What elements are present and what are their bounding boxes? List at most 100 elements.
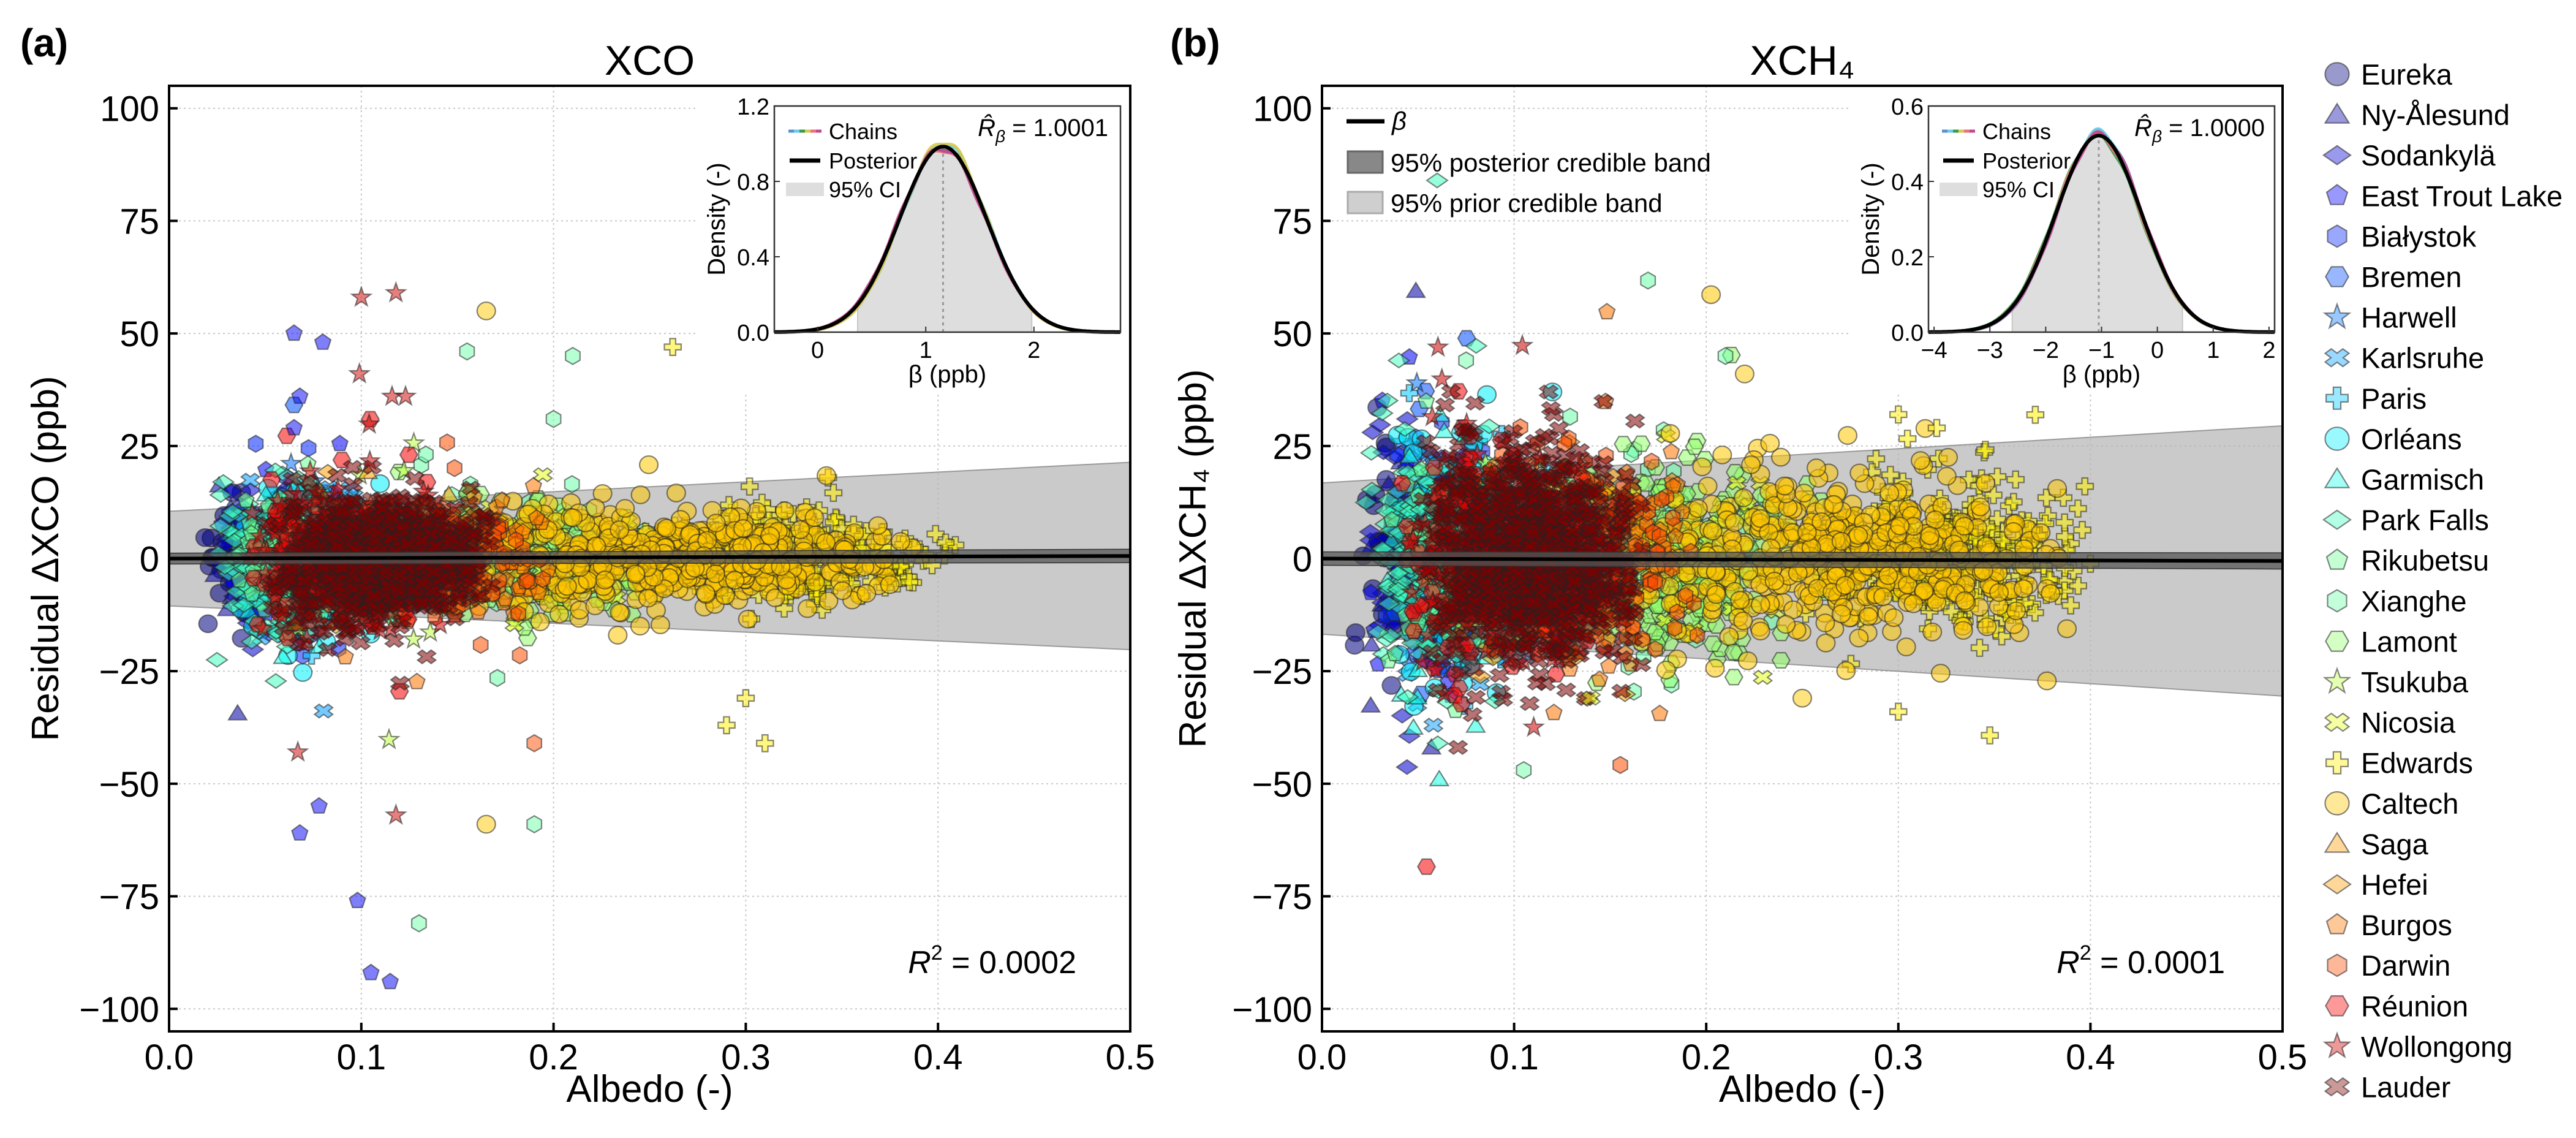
x-tick-label: 0.5	[1106, 1037, 1155, 1077]
scatter-point	[408, 672, 426, 689]
scatter-point	[630, 616, 650, 636]
scatter-point	[331, 434, 349, 452]
scatter-point	[377, 727, 401, 749]
x-axis-label: Albedo (-)	[566, 1068, 733, 1110]
scatter-point-outlier	[476, 814, 496, 834]
scatter-point	[300, 439, 317, 458]
inset-x-axis-label: β (ppb)	[908, 361, 987, 388]
scatter-point	[564, 475, 580, 494]
scatter-point	[416, 649, 437, 665]
scatter-point	[610, 602, 630, 622]
scatter-point-outlier	[314, 333, 332, 350]
scatter-point	[447, 458, 463, 477]
scatter-point	[595, 571, 615, 590]
scatter-point	[790, 520, 810, 539]
scatter-point	[1405, 281, 1427, 298]
scatter-point-outlier	[476, 301, 496, 321]
x-tick-label: 0.4	[913, 1037, 963, 1077]
scatter-point	[535, 570, 551, 589]
scatter-point-outlier	[291, 824, 309, 841]
scatter-point-outlier	[394, 384, 417, 406]
scatter-point	[585, 596, 605, 616]
beta-line	[168, 554, 1131, 561]
scatter-point	[264, 673, 288, 689]
panel-title: XCO	[605, 37, 695, 84]
scatter-point-outlier	[286, 740, 309, 762]
scatter-point	[608, 626, 628, 645]
scatter-point	[638, 455, 659, 474]
scatter-point	[666, 484, 686, 503]
inset-y-axis-label: Density (-)	[703, 162, 730, 275]
scatter-point	[399, 446, 418, 463]
scatter-point	[198, 614, 218, 634]
scatter-point-outlier	[459, 342, 475, 361]
scatter-point	[868, 516, 888, 536]
x-tick-label: 0.0	[145, 1037, 194, 1077]
scatter-point	[279, 451, 303, 474]
panel-label: (a)	[20, 21, 68, 65]
y-axis-label: Residual ΔXCO (ppb)	[25, 376, 67, 741]
y-tick-label: 25	[119, 427, 159, 467]
scatter-point	[615, 499, 635, 518]
r-squared-label: R2 = 0.0002	[908, 941, 1076, 981]
scatter-point	[227, 704, 248, 721]
scatter-point	[725, 571, 745, 590]
y-tick-label: 0	[140, 540, 159, 580]
scatter-point-outlier	[756, 734, 774, 753]
inset-posterior-density: 0 1 20.00.40.81.2β (ppb)Density (-)ChainsP…	[697, 87, 1129, 393]
y-tick-label: 100	[100, 89, 159, 129]
y-tick-label: 50	[119, 314, 159, 354]
scatter-point-outlier	[526, 734, 543, 753]
scatter-point	[733, 519, 754, 538]
scatter-point	[760, 526, 780, 545]
legend-ci-label: 95% CI	[829, 177, 901, 202]
scatter-point	[774, 501, 795, 520]
rhat-symbol: R̂	[978, 113, 995, 142]
inset-x-tick-label: 2	[1027, 338, 1040, 363]
r2-value: = 0.0002	[943, 945, 1076, 981]
x-tick-label: 0.1	[336, 1037, 386, 1077]
inset-x-tick-label: 0	[811, 338, 824, 363]
scatter-point-outlier	[291, 387, 309, 404]
scatter-point-outlier	[285, 419, 303, 436]
inset-y-tick-label: 0.0	[737, 321, 769, 346]
scatter-point	[205, 651, 229, 668]
rhat-subscript: β	[995, 127, 1005, 146]
scatter-point	[262, 471, 281, 488]
scatter-point	[797, 599, 818, 618]
scatter-point-outlier	[565, 346, 581, 365]
y-tick-label: −100	[79, 990, 159, 1030]
scatter-point	[489, 669, 505, 688]
scatter-point	[562, 508, 583, 528]
r2-symbol: R	[908, 945, 931, 981]
scatter-point	[697, 531, 717, 550]
y-tick-label: −25	[99, 652, 159, 692]
panel-b: 0.0 0.1 0.2 0.3 0.4 0.5−100−75−50−25025507510…	[1170, 21, 2307, 1110]
scatter-point	[439, 433, 455, 452]
scatter-point-outlier	[285, 324, 303, 341]
scatter-point-outlier	[384, 281, 407, 303]
scatter-point	[585, 498, 605, 518]
y-tick-label: −75	[99, 878, 159, 917]
scatter-point-outlier	[381, 973, 399, 990]
scatter-point-outlier	[310, 797, 328, 814]
scatter-point	[706, 514, 726, 533]
scatter-point	[804, 508, 825, 528]
scatter-point	[738, 609, 758, 629]
scatter-point-outlier	[362, 963, 380, 981]
scatter-point-outlier	[349, 891, 366, 909]
scatter-point	[472, 635, 489, 654]
scatter-point	[816, 466, 837, 485]
scatter-point	[891, 532, 911, 551]
scatter-point	[1360, 696, 1381, 713]
scatter-point-outlier	[411, 914, 427, 933]
legend-chains-label: Chains	[829, 119, 897, 144]
rhat-value: = 1.0001	[1005, 115, 1108, 142]
scatter-point	[240, 472, 261, 488]
scatter-point	[856, 583, 877, 603]
scatter-point	[695, 583, 716, 603]
scatter-point	[519, 571, 535, 590]
scatter-point-outlier	[717, 716, 736, 735]
scatter-point	[1345, 623, 1366, 642]
scatter-point-outlier	[526, 815, 543, 833]
